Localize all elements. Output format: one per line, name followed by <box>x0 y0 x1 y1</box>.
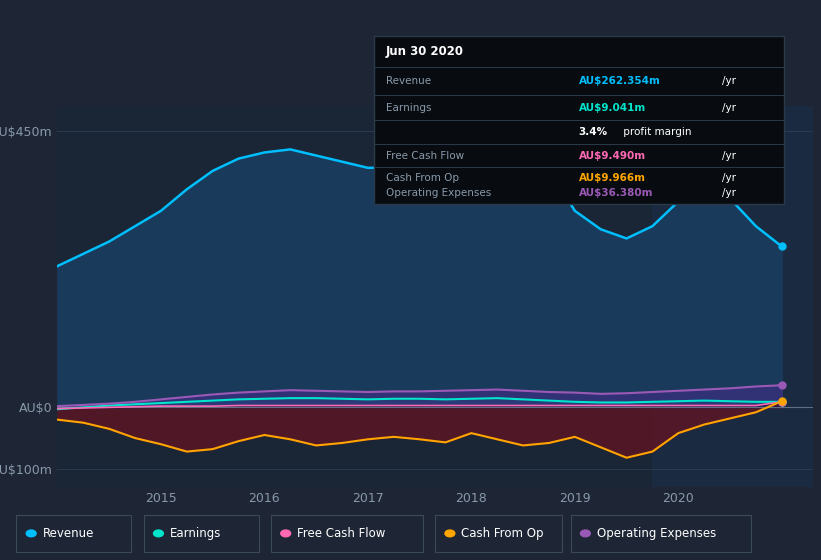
Text: /yr: /yr <box>722 76 736 86</box>
Text: AU$9.041m: AU$9.041m <box>579 103 646 113</box>
Text: Revenue: Revenue <box>43 527 94 540</box>
Text: /yr: /yr <box>722 172 736 183</box>
Text: /yr: /yr <box>722 103 736 113</box>
Text: AU$262.354m: AU$262.354m <box>579 76 661 86</box>
Text: AU$9.490m: AU$9.490m <box>579 151 646 161</box>
Text: /yr: /yr <box>722 188 736 198</box>
Bar <box>653 106 813 487</box>
Text: Free Cash Flow: Free Cash Flow <box>386 151 464 161</box>
Text: Cash From Op: Cash From Op <box>386 172 459 183</box>
Text: Operating Expenses: Operating Expenses <box>597 527 716 540</box>
Text: Earnings: Earnings <box>170 527 222 540</box>
Text: Jun 30 2020: Jun 30 2020 <box>386 45 464 58</box>
Text: /yr: /yr <box>722 151 736 161</box>
Text: Free Cash Flow: Free Cash Flow <box>297 527 386 540</box>
Text: 3.4%: 3.4% <box>579 127 608 137</box>
Text: Revenue: Revenue <box>386 76 431 86</box>
Text: AU$36.380m: AU$36.380m <box>579 188 654 198</box>
Text: profit margin: profit margin <box>620 127 691 137</box>
Text: AU$9.966m: AU$9.966m <box>579 172 646 183</box>
Text: Cash From Op: Cash From Op <box>461 527 544 540</box>
Text: Earnings: Earnings <box>386 103 431 113</box>
Text: Operating Expenses: Operating Expenses <box>386 188 491 198</box>
